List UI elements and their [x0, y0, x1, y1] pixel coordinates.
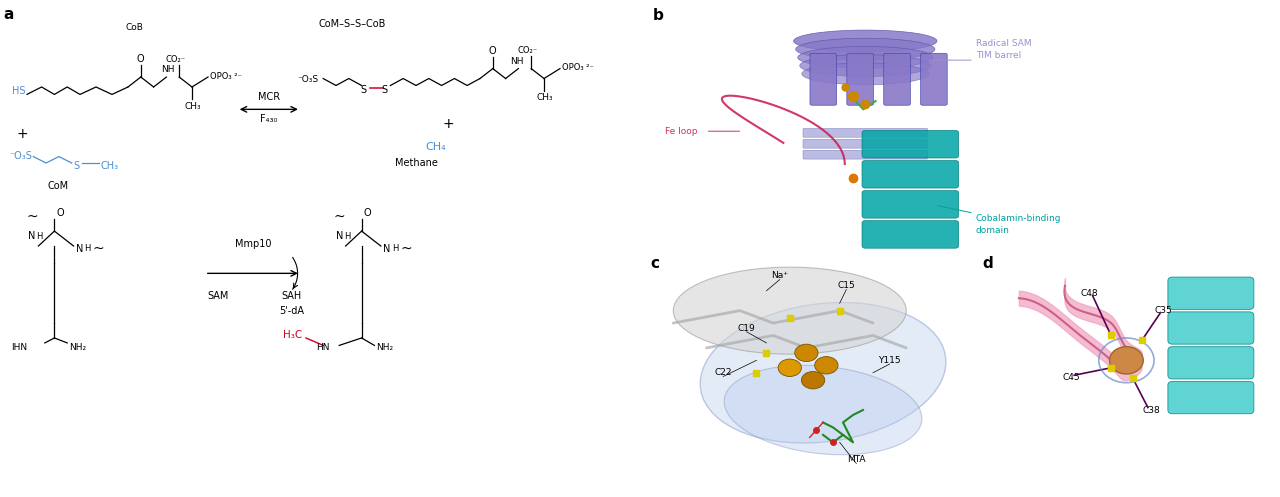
Text: C15: C15: [837, 281, 855, 290]
Text: S: S: [361, 85, 366, 95]
Text: C45: C45: [1062, 373, 1080, 382]
Circle shape: [1110, 347, 1143, 374]
Text: C35: C35: [1155, 306, 1172, 315]
Text: N: N: [335, 231, 343, 241]
Circle shape: [801, 371, 824, 389]
Text: H₃C: H₃C: [283, 331, 302, 340]
Text: H: H: [392, 244, 398, 253]
Text: CO₂⁻: CO₂⁻: [166, 55, 186, 64]
FancyBboxPatch shape: [861, 190, 959, 218]
Text: 5'-dA: 5'-dA: [279, 306, 303, 316]
Text: ~: ~: [399, 242, 412, 255]
Circle shape: [814, 357, 838, 374]
Text: NH₂: NH₂: [376, 343, 393, 352]
Text: Y115: Y115: [878, 356, 901, 365]
Ellipse shape: [800, 55, 931, 77]
Text: HN: HN: [316, 343, 330, 352]
Text: IHN: IHN: [12, 343, 27, 352]
FancyBboxPatch shape: [1167, 277, 1254, 309]
Text: CoB: CoB: [125, 23, 143, 32]
Text: SAM: SAM: [207, 291, 228, 301]
Ellipse shape: [724, 365, 922, 455]
Ellipse shape: [801, 63, 929, 84]
Text: CO₂⁻: CO₂⁻: [518, 46, 538, 55]
Text: ⁻O₃S: ⁻O₃S: [298, 75, 319, 84]
Text: Methane: Methane: [394, 158, 438, 168]
Text: +: +: [17, 127, 28, 141]
Text: CH₃: CH₃: [186, 102, 201, 111]
FancyBboxPatch shape: [810, 53, 837, 105]
Text: H: H: [37, 232, 42, 241]
Text: Mmp10: Mmp10: [234, 239, 271, 248]
Circle shape: [778, 359, 801, 377]
Text: NH₂: NH₂: [69, 343, 86, 352]
FancyBboxPatch shape: [1167, 312, 1254, 344]
FancyBboxPatch shape: [1167, 347, 1254, 379]
FancyBboxPatch shape: [803, 128, 928, 137]
Text: MTA: MTA: [847, 455, 865, 464]
Text: +: +: [442, 117, 454, 131]
Text: C38: C38: [1142, 406, 1160, 414]
FancyBboxPatch shape: [861, 161, 959, 188]
Text: N: N: [383, 244, 390, 253]
FancyBboxPatch shape: [803, 150, 928, 159]
Text: NH: NH: [161, 65, 175, 74]
Text: H: H: [84, 244, 91, 253]
Ellipse shape: [796, 38, 934, 60]
Text: CoM: CoM: [47, 181, 68, 191]
Text: H: H: [344, 232, 349, 241]
FancyBboxPatch shape: [847, 53, 873, 105]
Ellipse shape: [673, 267, 906, 354]
Text: Radical SAM
TIM barrel: Radical SAM TIM barrel: [975, 39, 1032, 60]
Ellipse shape: [700, 303, 946, 443]
Text: N: N: [76, 244, 83, 253]
Ellipse shape: [794, 30, 937, 52]
Text: Fe loop: Fe loop: [664, 127, 698, 136]
Text: ~: ~: [92, 242, 105, 255]
Text: HS: HS: [12, 86, 26, 96]
Text: ⁻O₃S: ⁻O₃S: [10, 151, 32, 161]
Text: CoM–S–S–CoB: CoM–S–S–CoB: [319, 19, 385, 29]
FancyBboxPatch shape: [1167, 382, 1254, 414]
Text: CH₄: CH₄: [425, 142, 445, 152]
Text: C22: C22: [714, 368, 732, 377]
Text: C19: C19: [737, 324, 755, 332]
Ellipse shape: [797, 46, 933, 68]
Text: O: O: [364, 208, 371, 218]
Text: d: d: [982, 256, 993, 271]
FancyBboxPatch shape: [883, 53, 910, 105]
Text: O: O: [137, 54, 145, 64]
Text: OPO₃ ²⁻: OPO₃ ²⁻: [210, 72, 242, 81]
Text: MCR: MCR: [257, 92, 280, 102]
Text: ~: ~: [26, 210, 38, 224]
FancyBboxPatch shape: [920, 53, 947, 105]
Text: CH₃: CH₃: [538, 93, 553, 102]
Text: Na⁺: Na⁺: [772, 271, 788, 280]
Text: S: S: [73, 162, 79, 171]
FancyBboxPatch shape: [861, 221, 959, 248]
Text: O: O: [56, 208, 64, 218]
Text: NH: NH: [509, 57, 524, 66]
Text: c: c: [650, 256, 659, 271]
Text: a: a: [4, 7, 14, 22]
Text: S: S: [381, 85, 387, 95]
FancyBboxPatch shape: [803, 139, 928, 148]
Text: Cobalamin-binding
domain: Cobalamin-binding domain: [975, 214, 1061, 235]
FancyBboxPatch shape: [861, 130, 959, 158]
Text: N: N: [28, 231, 36, 241]
Text: C48: C48: [1080, 289, 1098, 298]
Text: OPO₃ ²⁻: OPO₃ ²⁻: [562, 63, 594, 72]
Text: SAH: SAH: [282, 291, 301, 301]
Text: F₄₃₀: F₄₃₀: [260, 114, 278, 124]
Text: ~: ~: [333, 210, 346, 224]
Circle shape: [795, 344, 818, 362]
Text: CH₃: CH₃: [101, 161, 119, 170]
Text: O: O: [489, 46, 497, 56]
Text: b: b: [653, 8, 663, 23]
